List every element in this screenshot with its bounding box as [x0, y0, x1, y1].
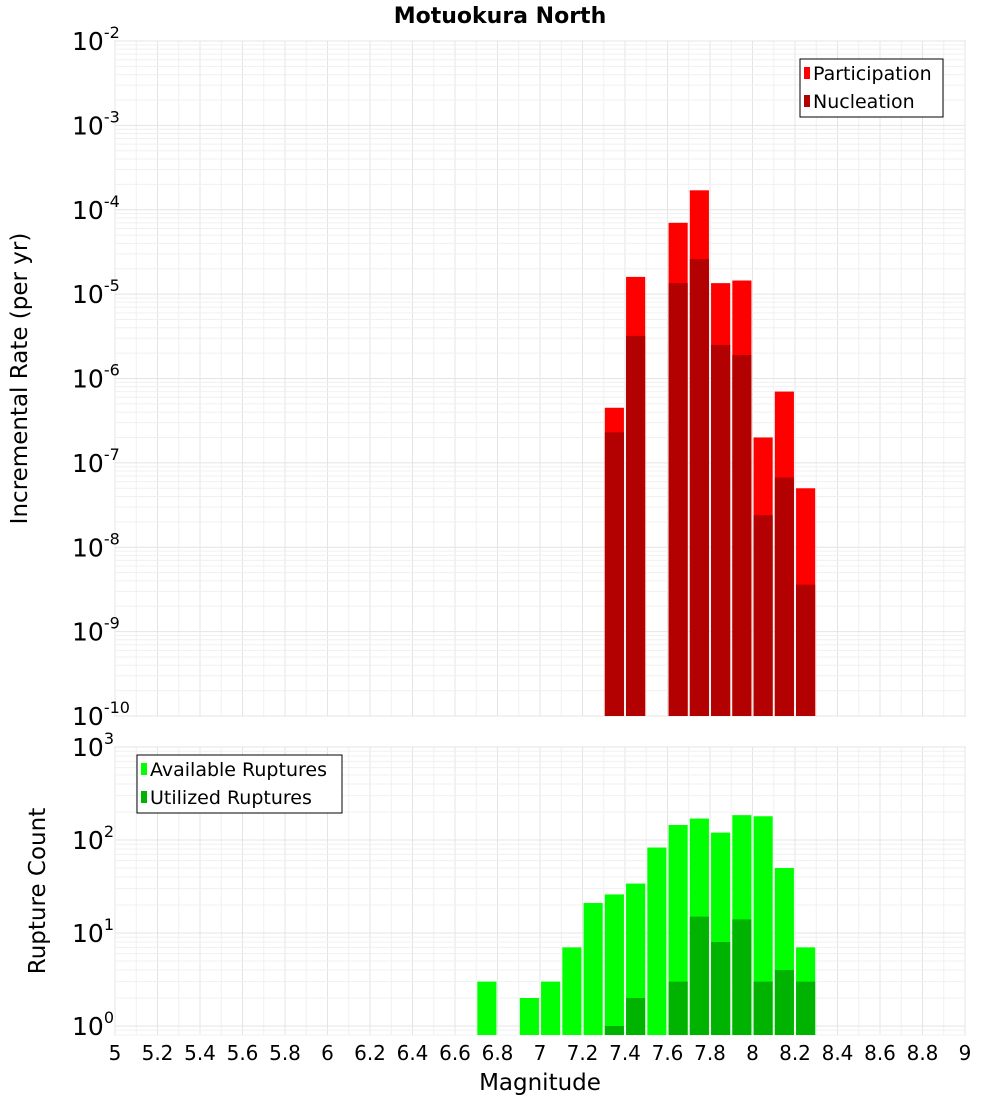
bar-nucleation [604, 432, 624, 716]
bar-available-ruptures [541, 981, 561, 1035]
y-axis-title: Rupture Count [25, 808, 51, 974]
x-tick-label: 6.8 [482, 1041, 514, 1065]
bars [604, 190, 816, 716]
x-tick-label: 6.4 [397, 1041, 429, 1065]
x-tick-label: 7.6 [652, 1041, 684, 1065]
bar-nucleation [774, 477, 794, 716]
bar-available-ruptures [753, 816, 773, 1035]
bar-utilized-ruptures [796, 981, 816, 1035]
legend-frame [136, 754, 343, 814]
x-tick-label: 5.2 [142, 1041, 174, 1065]
y-tick-label: 10-7 [72, 445, 120, 478]
bar-available-ruptures [477, 981, 497, 1035]
x-tick-label: 8.8 [907, 1041, 939, 1065]
legend: Available Ruptures Utilized Ruptures [136, 754, 343, 814]
bar-utilized-ruptures [774, 969, 794, 1035]
gridlines [114, 746, 966, 1036]
x-tick-label: 7 [534, 1041, 547, 1065]
x-tick-label: 8.4 [822, 1041, 854, 1065]
y-tick-label: 10-3 [72, 107, 120, 140]
bar-available-ruptures [583, 903, 603, 1035]
legend-swatch [804, 67, 810, 79]
bar-nucleation [626, 335, 646, 716]
y-axis-title: Incremental Rate (per yr) [7, 233, 33, 525]
y-tick-labels: 10-2 10-3 10-4 10-5 10-6 10-7 10-8 10-9 10-10 [72, 23, 130, 731]
x-tick-label: 8.2 [779, 1041, 811, 1065]
bar-utilized-ruptures [604, 1025, 624, 1035]
x-tick-label: 8.6 [864, 1041, 896, 1065]
y-tick-labels: 103 102 101 100 [72, 729, 114, 1041]
y-tick-label: 103 [72, 729, 114, 762]
x-tick-label: 6.6 [439, 1041, 471, 1065]
rate-panel: 10-2 10-3 10-4 10-5 10-6 10-7 10-8 10-9 10-10 Inc… [7, 4, 966, 731]
x-tick-label: 6 [321, 1041, 334, 1065]
legend-label: Utilized Ruptures [150, 787, 312, 809]
bar-nucleation [753, 515, 773, 716]
bar-utilized-ruptures [711, 942, 731, 1035]
x-tick-label: 6.2 [354, 1041, 386, 1065]
legend-frame [799, 58, 944, 118]
x-tick-label: 7.4 [609, 1041, 641, 1065]
x-tick-labels: 5 5.2 5.4 5.6 5.8 6 6.2 6.4 6.6 6.8 7 7.2 7.4 7.6 7.8 8… [109, 1041, 972, 1065]
y-tick-label: 10-4 [72, 192, 120, 225]
bar-available-ruptures [519, 997, 539, 1035]
legend-label: Nucleation [813, 91, 915, 113]
y-tick-label: 10-10 [72, 698, 130, 731]
y-tick-label: 10-8 [72, 529, 120, 562]
chart-title: Motuokura North [394, 4, 607, 29]
bar-nucleation [796, 584, 816, 716]
legend-label: Participation [813, 63, 932, 85]
gridlines [114, 40, 966, 717]
legend-label: Available Ruptures [150, 759, 327, 781]
bar-available-ruptures [562, 947, 582, 1035]
bar-nucleation [711, 344, 731, 716]
x-tick-label: 5.6 [227, 1041, 259, 1065]
y-tick-label: 10-5 [72, 276, 120, 309]
x-tick-label: 7.2 [567, 1041, 599, 1065]
y-tick-label: 102 [72, 822, 114, 855]
y-tick-label: 10-6 [72, 361, 120, 394]
x-tick-label: 5 [109, 1041, 122, 1065]
legend-swatch [804, 95, 810, 107]
legend-swatch [141, 791, 147, 803]
x-tick-label: 7.8 [694, 1041, 726, 1065]
bar-available-ruptures [647, 847, 667, 1035]
x-tick-label: 5.8 [269, 1041, 301, 1065]
x-tick-label: 8 [746, 1041, 759, 1065]
bar-available-ruptures [626, 883, 646, 1035]
bar-nucleation [668, 283, 688, 716]
x-axis-title: Magnitude [479, 1070, 601, 1096]
bar-utilized-ruptures [689, 916, 709, 1035]
bar-nucleation [689, 259, 709, 716]
legend-swatch [141, 763, 147, 775]
y-tick-label: 10-9 [72, 614, 120, 647]
x-tick-label: 9 [959, 1041, 972, 1065]
bars [477, 815, 816, 1035]
bar-nucleation [732, 354, 752, 716]
bar-utilized-ruptures [626, 997, 646, 1035]
y-tick-label: 100 [72, 1008, 114, 1041]
x-tick-label: 5.4 [184, 1041, 216, 1065]
y-tick-label: 10-2 [72, 23, 120, 56]
y-tick-label: 101 [72, 915, 114, 948]
bar-available-ruptures [604, 894, 624, 1035]
bar-utilized-ruptures [732, 919, 752, 1035]
bar-utilized-ruptures [668, 981, 688, 1035]
legend: Participation Nucleation [799, 58, 944, 118]
bar-utilized-ruptures [753, 981, 773, 1035]
